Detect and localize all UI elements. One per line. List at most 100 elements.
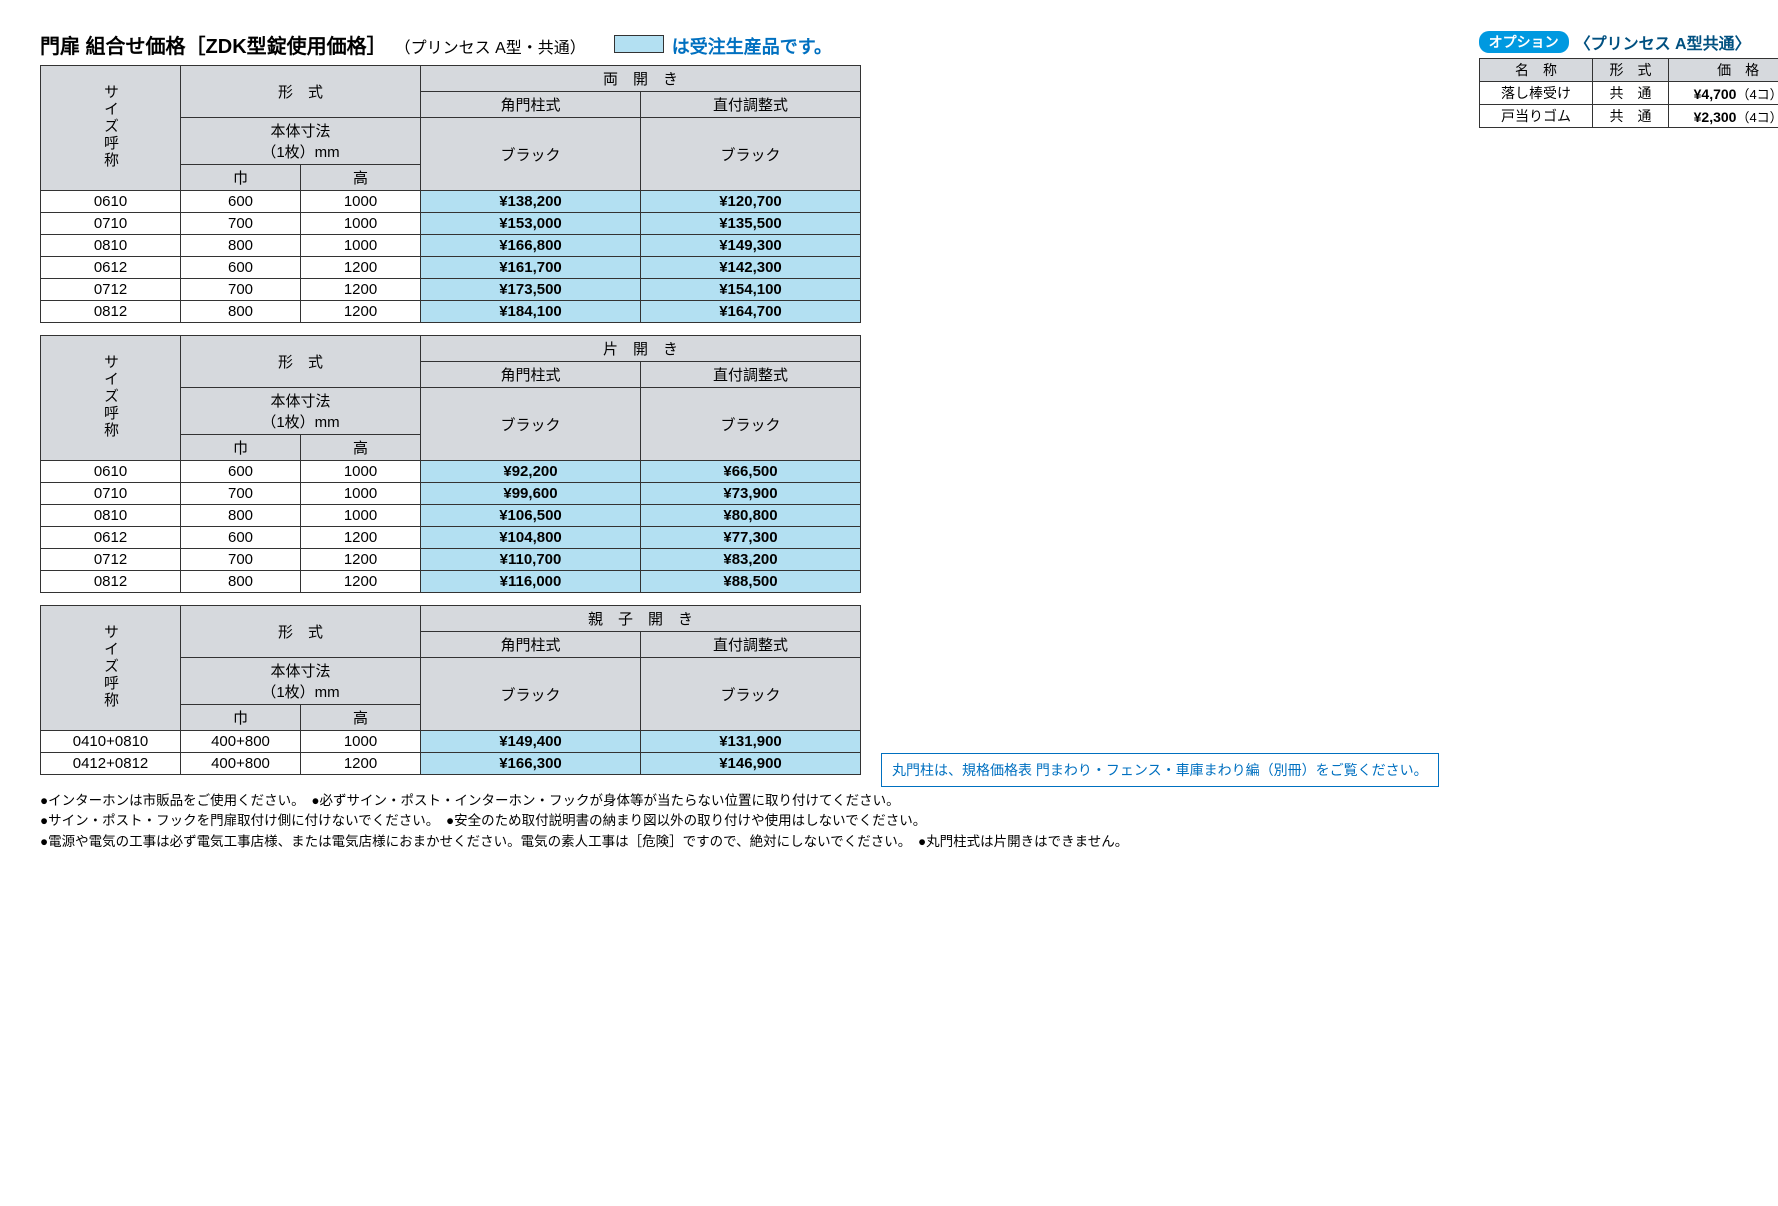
style-header: 形 式 bbox=[181, 606, 421, 658]
cell-price-b: ¥135,500 bbox=[641, 213, 861, 235]
cell-price-a: ¥161,700 bbox=[421, 257, 641, 279]
option-table: 名 称 形 式 価 格 落し棒受け共 通¥4,700（4コ）戸当りゴム共 通¥2… bbox=[1479, 58, 1778, 128]
cell-width: 600 bbox=[181, 257, 301, 279]
cell-size: 0612 bbox=[41, 527, 181, 549]
size-header: サイズ呼称 bbox=[41, 606, 181, 731]
cell-size: 0812 bbox=[41, 301, 181, 323]
footer-note-line: ●サイン・ポスト・フックを門扉取付け側に付けないでください。 ●安全のため取付説… bbox=[40, 811, 1738, 831]
color-a: ブラック bbox=[421, 388, 641, 461]
cell-price-b: ¥142,300 bbox=[641, 257, 861, 279]
group-header: 片 開 き bbox=[421, 336, 861, 362]
table-row: 07107001000¥153,000¥135,500 bbox=[41, 213, 861, 235]
color-a: ブラック bbox=[421, 118, 641, 191]
footer-note-line: ●電源や電気の工事は必ず電気工事店様、または電気店様におまかせください。電気の素… bbox=[40, 832, 1738, 852]
table-row: 07127001200¥173,500¥154,100 bbox=[41, 279, 861, 301]
cell-height: 1000 bbox=[301, 483, 421, 505]
col-style-a: 角門柱式 bbox=[421, 362, 641, 388]
cell-size: 0610 bbox=[41, 461, 181, 483]
table-row: 06126001200¥161,700¥142,300 bbox=[41, 257, 861, 279]
cell-price-b: ¥120,700 bbox=[641, 191, 861, 213]
cell-height: 1000 bbox=[301, 191, 421, 213]
cell-height: 1000 bbox=[301, 461, 421, 483]
cell-size: 0810 bbox=[41, 505, 181, 527]
cell-price-a: ¥116,000 bbox=[421, 571, 641, 593]
legend-text: は受注生産品です。 bbox=[672, 33, 832, 59]
table-row: 08128001200¥116,000¥88,500 bbox=[41, 571, 861, 593]
cell-price-b: ¥164,700 bbox=[641, 301, 861, 323]
table-row: 06126001200¥104,800¥77,300 bbox=[41, 527, 861, 549]
cell-width: 600 bbox=[181, 461, 301, 483]
cell-price-b: ¥77,300 bbox=[641, 527, 861, 549]
body-dim-header: 本体寸法（1枚）mm bbox=[181, 658, 421, 705]
cell-height: 1200 bbox=[301, 549, 421, 571]
cell-width: 800 bbox=[181, 505, 301, 527]
cell-height: 1200 bbox=[301, 301, 421, 323]
cell-height: 1200 bbox=[301, 257, 421, 279]
size-header: サイズ呼称 bbox=[41, 336, 181, 461]
cell-width: 700 bbox=[181, 279, 301, 301]
cell-price-b: ¥80,800 bbox=[641, 505, 861, 527]
table-row: 07107001000¥99,600¥73,900 bbox=[41, 483, 861, 505]
cell-size: 0710 bbox=[41, 213, 181, 235]
cell-price-b: ¥88,500 bbox=[641, 571, 861, 593]
cell-size: 0712 bbox=[41, 279, 181, 301]
cell-height: 1000 bbox=[301, 213, 421, 235]
cell-size: 0410+0810 bbox=[41, 731, 181, 753]
table-row: 07127001200¥110,700¥83,200 bbox=[41, 549, 861, 571]
cell-height: 1200 bbox=[301, 527, 421, 549]
cell-size: 0712 bbox=[41, 549, 181, 571]
option-name: 戸当りゴム bbox=[1479, 105, 1593, 128]
cell-price-a: ¥166,800 bbox=[421, 235, 641, 257]
width-header: 巾 bbox=[181, 165, 301, 191]
col-style-b: 直付調整式 bbox=[641, 362, 861, 388]
group-header: 親 子 開 き bbox=[421, 606, 861, 632]
table-row: 0412+0812400+8001200¥166,300¥146,900 bbox=[41, 753, 861, 775]
cell-height: 1200 bbox=[301, 753, 421, 775]
style-header: 形 式 bbox=[181, 336, 421, 388]
cell-price-b: ¥83,200 bbox=[641, 549, 861, 571]
cell-height: 1000 bbox=[301, 235, 421, 257]
cell-size: 0812 bbox=[41, 571, 181, 593]
option-pill: オプション bbox=[1479, 31, 1569, 53]
color-b: ブラック bbox=[641, 658, 861, 731]
cell-price-b: ¥154,100 bbox=[641, 279, 861, 301]
footer-notes: ●インターホンは市販品をご使用ください。 ●必ずサイン・ポスト・インターホン・フ… bbox=[40, 791, 1738, 852]
col-style-a: 角門柱式 bbox=[421, 92, 641, 118]
option-style: 共 通 bbox=[1593, 105, 1668, 128]
option-header-style: 形 式 bbox=[1593, 59, 1668, 82]
cell-price-a: ¥92,200 bbox=[421, 461, 641, 483]
price-table: サイズ呼称形 式両 開 き角門柱式直付調整式本体寸法（1枚）mmブラックブラック… bbox=[40, 65, 861, 323]
cell-height: 1200 bbox=[301, 279, 421, 301]
color-b: ブラック bbox=[641, 118, 861, 191]
table-row: 08108001000¥106,500¥80,800 bbox=[41, 505, 861, 527]
table-row: 08128001200¥184,100¥164,700 bbox=[41, 301, 861, 323]
cell-size: 0810 bbox=[41, 235, 181, 257]
cell-price-a: ¥173,500 bbox=[421, 279, 641, 301]
page-title: 門扉 組合せ価格［ZDK型錠使用価格］ （プリンセス A型・共通） は受注生産品… bbox=[40, 30, 1439, 59]
table-row: 08108001000¥166,800¥149,300 bbox=[41, 235, 861, 257]
cell-height: 1200 bbox=[301, 571, 421, 593]
cell-size: 0610 bbox=[41, 191, 181, 213]
title-paren: （プリンセス A型・共通） bbox=[395, 34, 586, 58]
cell-size: 0612 bbox=[41, 257, 181, 279]
cell-width: 700 bbox=[181, 483, 301, 505]
cell-width: 600 bbox=[181, 191, 301, 213]
width-header: 巾 bbox=[181, 435, 301, 461]
cell-width: 600 bbox=[181, 527, 301, 549]
option-name: 落し棒受け bbox=[1479, 82, 1593, 105]
option-title: 〈プリンセス A型共通〉 bbox=[1575, 30, 1751, 54]
col-style-b: 直付調整式 bbox=[641, 632, 861, 658]
body-dim-header: 本体寸法（1枚）mm bbox=[181, 388, 421, 435]
cell-width: 700 bbox=[181, 213, 301, 235]
cell-height: 1000 bbox=[301, 731, 421, 753]
cell-price-b: ¥131,900 bbox=[641, 731, 861, 753]
option-row: 戸当りゴム共 通¥2,300（4コ） bbox=[1479, 105, 1778, 128]
option-price: ¥4,700（4コ） bbox=[1668, 82, 1778, 105]
height-header: 高 bbox=[301, 165, 421, 191]
cell-width: 400+800 bbox=[181, 731, 301, 753]
table-row: 06106001000¥138,200¥120,700 bbox=[41, 191, 861, 213]
height-header: 高 bbox=[301, 705, 421, 731]
legend-swatch bbox=[614, 35, 664, 53]
cell-width: 800 bbox=[181, 571, 301, 593]
option-header-name: 名 称 bbox=[1479, 59, 1593, 82]
